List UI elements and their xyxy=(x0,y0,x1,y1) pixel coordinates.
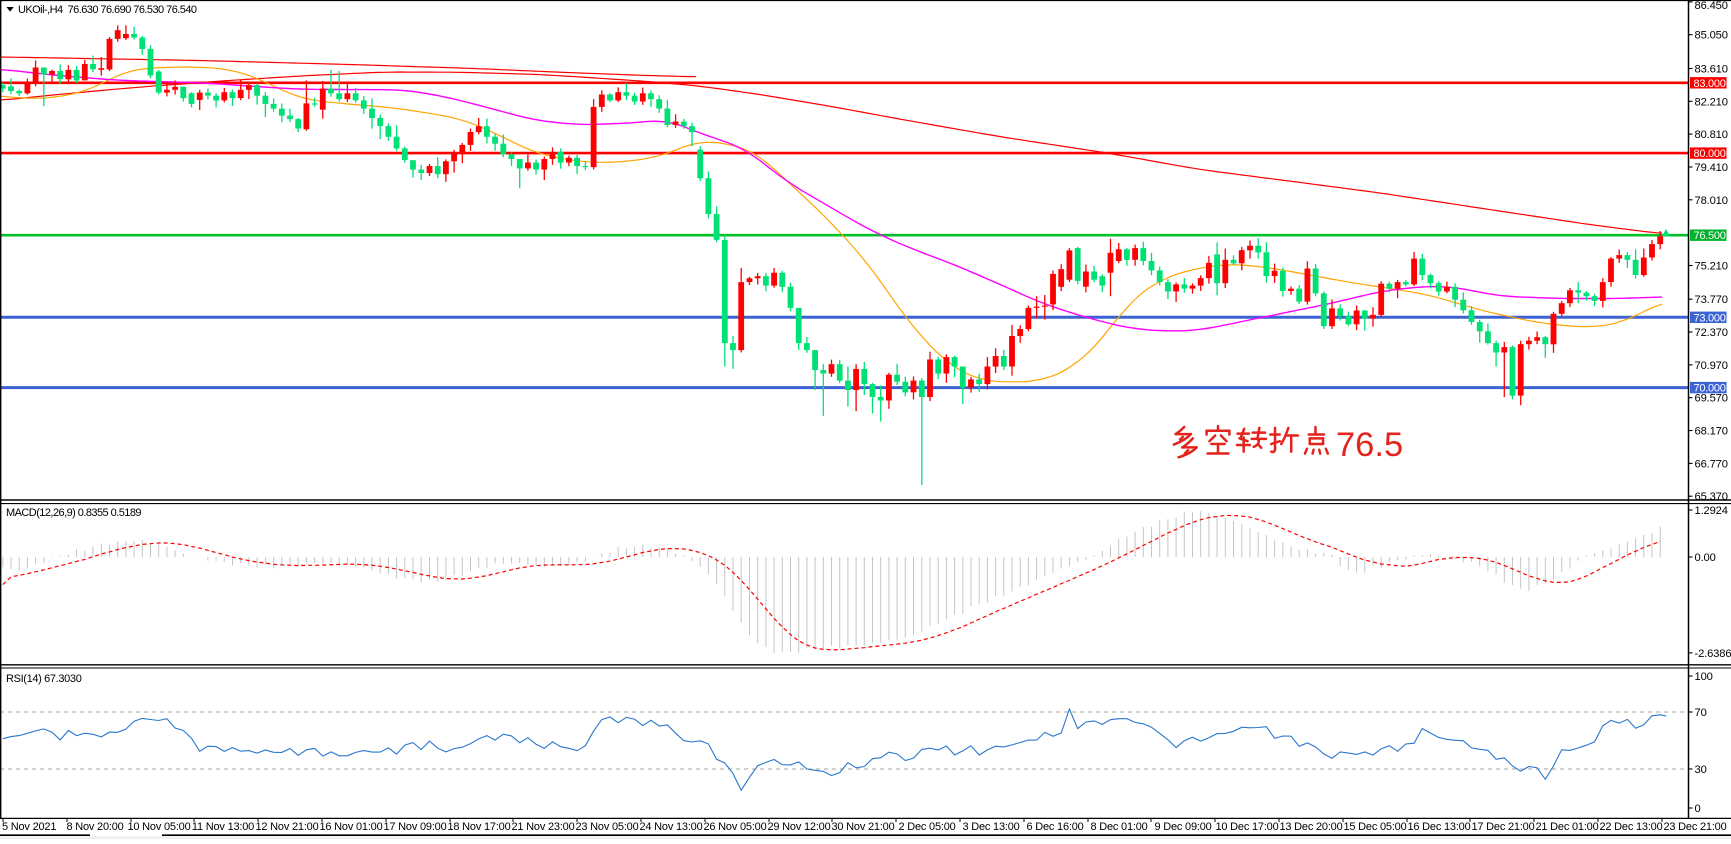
svg-text:70: 70 xyxy=(1695,707,1707,719)
svg-text:83.000: 83.000 xyxy=(1694,78,1726,90)
svg-text:85.050: 85.050 xyxy=(1695,30,1728,42)
svg-text:65.370: 65.370 xyxy=(1695,491,1728,503)
svg-text:11 Nov 13:00: 11 Nov 13:00 xyxy=(192,821,254,833)
svg-text:100: 100 xyxy=(1695,671,1713,683)
svg-text:80.000: 80.000 xyxy=(1694,148,1726,160)
svg-text:9 Dec 09:00: 9 Dec 09:00 xyxy=(1154,821,1211,833)
svg-text:16 Dec 13:00: 16 Dec 13:00 xyxy=(1407,821,1470,833)
svg-text:83.610: 83.610 xyxy=(1695,64,1728,76)
svg-text:73.000: 73.000 xyxy=(1694,312,1726,324)
svg-text:79.410: 79.410 xyxy=(1695,162,1728,174)
svg-text:21 Nov 23:00: 21 Nov 23:00 xyxy=(511,821,574,833)
svg-text:29 Nov 12:00: 29 Nov 12:00 xyxy=(767,821,830,833)
svg-text:26 Nov 05:00: 26 Nov 05:00 xyxy=(703,821,766,833)
svg-text:16 Nov 01:00: 16 Nov 01:00 xyxy=(319,821,382,833)
svg-text:73.770: 73.770 xyxy=(1695,294,1728,306)
svg-text:1.2924: 1.2924 xyxy=(1695,505,1728,517)
svg-text:76.5: 76.5 xyxy=(1336,426,1403,464)
svg-text:8 Nov 20:00: 8 Nov 20:00 xyxy=(66,821,123,833)
svg-text:24 Nov 13:00: 24 Nov 13:00 xyxy=(639,821,702,833)
svg-text:68.170: 68.170 xyxy=(1695,426,1728,438)
svg-text:30: 30 xyxy=(1695,764,1707,776)
svg-text:15 Dec 05:00: 15 Dec 05:00 xyxy=(1343,821,1406,833)
svg-text:78.010: 78.010 xyxy=(1695,195,1728,207)
svg-text:6 Dec 16:00: 6 Dec 16:00 xyxy=(1026,821,1083,833)
svg-text:22 Dec 13:00: 22 Dec 13:00 xyxy=(1599,821,1662,833)
svg-text:30 Nov 21:00: 30 Nov 21:00 xyxy=(831,821,894,833)
svg-text:70.000: 70.000 xyxy=(1694,383,1726,395)
svg-text:72.370: 72.370 xyxy=(1695,327,1728,339)
svg-text:0.00: 0.00 xyxy=(1695,552,1716,564)
svg-text:3 Dec 13:00: 3 Dec 13:00 xyxy=(962,821,1019,833)
svg-text:0: 0 xyxy=(1695,803,1701,815)
svg-text:21 Dec 01:00: 21 Dec 01:00 xyxy=(1535,821,1598,833)
svg-text:17 Nov 09:00: 17 Nov 09:00 xyxy=(383,821,446,833)
svg-text:76.500: 76.500 xyxy=(1694,230,1726,242)
svg-text:66.770: 66.770 xyxy=(1695,458,1728,470)
svg-text:10 Dec 17:00: 10 Dec 17:00 xyxy=(1215,821,1278,833)
svg-text:82.210: 82.210 xyxy=(1695,96,1728,108)
svg-text:23 Dec 21:00: 23 Dec 21:00 xyxy=(1663,821,1726,833)
svg-text:23 Nov 05:00: 23 Nov 05:00 xyxy=(575,821,638,833)
svg-text:80.810: 80.810 xyxy=(1695,129,1728,141)
svg-text:UKOil-,H4 76.630 76.690 76.53: UKOil-,H4 76.630 76.690 76.530 76.540 xyxy=(18,4,197,16)
svg-text:MACD(12,26,9) 0.8355 0.5189: MACD(12,26,9) 0.8355 0.5189 xyxy=(6,507,141,519)
svg-text:70.970: 70.970 xyxy=(1695,360,1728,372)
svg-text:RSI(14) 67.3030: RSI(14) 67.3030 xyxy=(6,673,82,685)
svg-text:86.450: 86.450 xyxy=(1695,0,1728,12)
svg-text:17 Dec 21:00: 17 Dec 21:00 xyxy=(1471,821,1534,833)
svg-text:-2.6386: -2.6386 xyxy=(1695,648,1731,660)
svg-text:13 Dec 20:00: 13 Dec 20:00 xyxy=(1279,821,1342,833)
svg-text:8 Dec 01:00: 8 Dec 01:00 xyxy=(1090,821,1147,833)
svg-text:2 Dec 05:00: 2 Dec 05:00 xyxy=(898,821,955,833)
svg-text:75.210: 75.210 xyxy=(1695,261,1728,273)
svg-text:18 Nov 17:00: 18 Nov 17:00 xyxy=(447,821,510,833)
svg-text:10 Nov 05:00: 10 Nov 05:00 xyxy=(127,821,190,833)
svg-text:5 Nov 2021: 5 Nov 2021 xyxy=(2,821,56,833)
svg-text:12 Nov 21:00: 12 Nov 21:00 xyxy=(255,821,318,833)
